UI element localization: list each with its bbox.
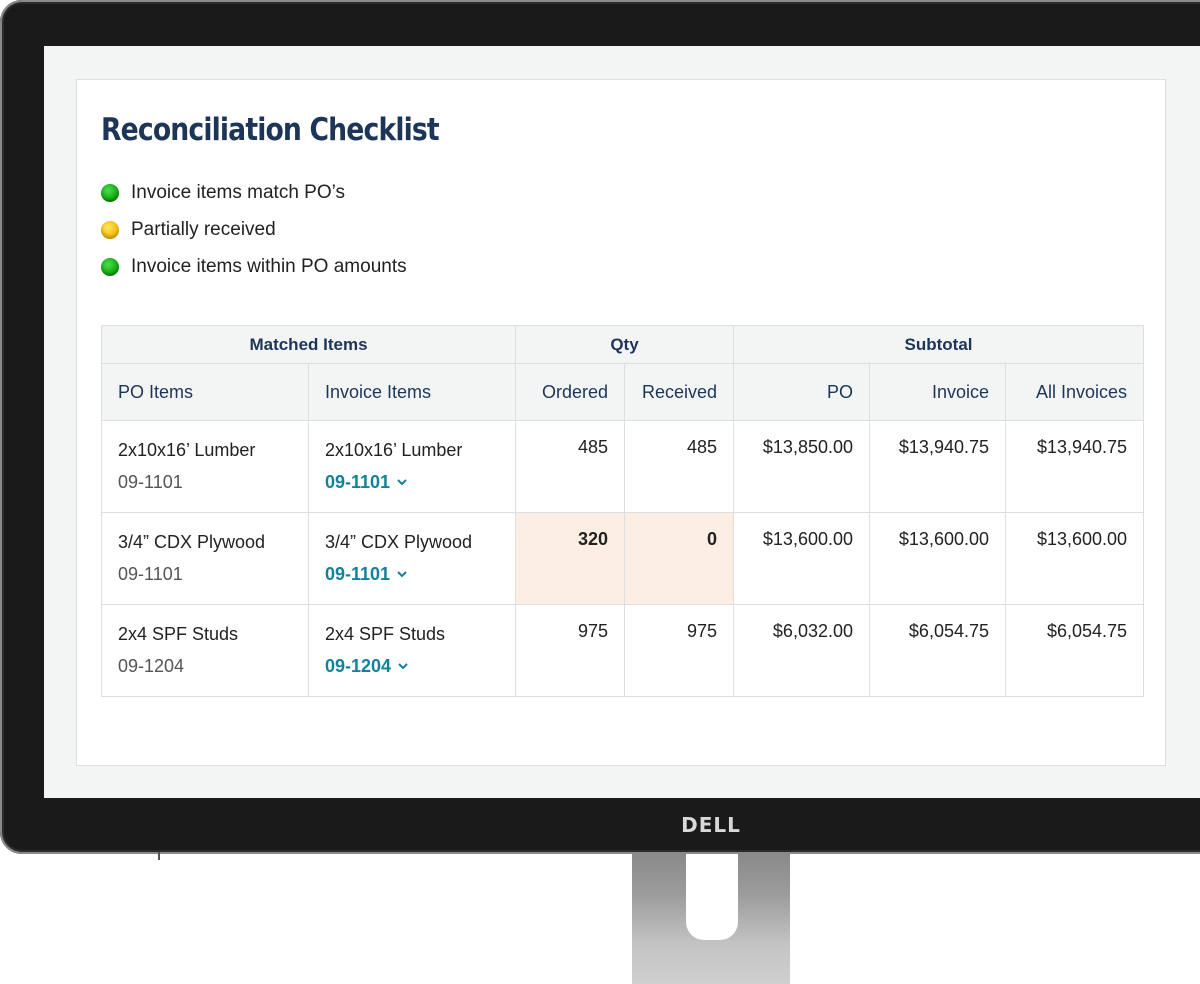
dell-logo: DELL — [681, 813, 741, 837]
ordered-qty-highlighted: 320 — [515, 512, 625, 605]
invoice-item-name: 2x10x16’ Lumber — [325, 440, 463, 460]
invoice-code-label: 09-1101 — [325, 564, 391, 584]
group-header-subtotal: Subtotal — [732, 325, 1145, 364]
po-item-name: 2x10x16’ Lumber — [118, 440, 256, 460]
column-header-po-items: PO Items — [101, 363, 309, 421]
invoice-code-label: 09-1204 — [325, 656, 392, 676]
yellow-status-icon — [101, 220, 119, 239]
group-header-matched-items: Matched Items — [101, 325, 516, 364]
invoice-subtotal: $13,940.75 — [869, 420, 1006, 513]
invoice-code-dropdown[interactable]: 09-1101 — [325, 469, 408, 495]
group-header-qty: Qty — [515, 325, 734, 364]
column-header-ordered: Ordered — [515, 363, 625, 421]
reconciliation-table: Matched Items Qty Subtotal PO Items Invo… — [101, 325, 1145, 697]
received-qty: 485 — [624, 420, 734, 513]
ordered-qty: 975 — [515, 604, 625, 697]
table-row: 2x4 SPF Studs 09-1204 2x4 SPF Studs 09-1… — [101, 604, 1145, 697]
monitor-stand — [632, 854, 790, 984]
reconciliation-card: Reconciliation Checklist Invoice items m… — [76, 79, 1166, 766]
invoice-code-label: 09-1101 — [325, 472, 391, 492]
po-item-cell: 2x4 SPF Studs 09-1204 — [101, 604, 309, 697]
page-title: Reconciliation Checklist — [101, 112, 440, 148]
column-header-po: PO — [733, 363, 870, 421]
checklist-item-label: Invoice items match PO’s — [131, 181, 346, 203]
po-item-name: 3/4” CDX Plywood — [118, 532, 266, 552]
column-header-received: Received — [624, 363, 734, 421]
chevron-down-icon — [398, 663, 408, 670]
all-invoices-subtotal: $13,600.00 — [1004, 512, 1145, 605]
checklist-item-label: Partially received — [131, 218, 276, 240]
column-header-invoice-items: Invoice Items — [308, 363, 516, 421]
invoice-subtotal: $6,054.75 — [869, 604, 1006, 697]
checklist-item: Invoice items within PO amounts — [101, 248, 407, 285]
received-qty: 975 — [624, 604, 734, 697]
po-subtotal: $6,032.00 — [733, 604, 870, 697]
invoice-code-dropdown[interactable]: 09-1204 — [325, 653, 409, 679]
column-header-invoice: Invoice — [869, 363, 1006, 421]
green-status-icon — [101, 257, 119, 276]
stand-shadow — [158, 852, 160, 860]
received-qty-warning: 0 — [624, 512, 734, 605]
po-item-cell: 3/4” CDX Plywood 09-1101 — [101, 512, 309, 605]
invoice-item-name: 3/4” CDX Plywood — [325, 532, 473, 552]
po-item-code: 09-1101 — [118, 472, 183, 492]
po-item-name: 2x4 SPF Studs — [118, 624, 239, 644]
table-row: 3/4” CDX Plywood 09-1101 3/4” CDX Plywoo… — [101, 512, 1145, 605]
po-subtotal: $13,600.00 — [733, 512, 870, 605]
table-row: 2x10x16’ Lumber 09-1101 2x10x16’ Lumber … — [101, 420, 1145, 513]
ordered-qty: 485 — [515, 420, 625, 513]
all-invoices-subtotal: $6,054.75 — [1004, 604, 1145, 697]
invoice-code-dropdown[interactable]: 09-1101 — [325, 561, 408, 587]
invoice-item-cell: 2x4 SPF Studs 09-1204 — [308, 604, 516, 697]
checklist: Invoice items match PO’s Partially recei… — [101, 174, 407, 285]
po-item-cell: 2x10x16’ Lumber 09-1101 — [101, 420, 309, 513]
green-status-icon — [101, 183, 119, 202]
po-subtotal: $13,850.00 — [733, 420, 870, 513]
po-item-code: 09-1204 — [118, 656, 185, 676]
invoice-item-cell: 3/4” CDX Plywood 09-1101 — [308, 512, 516, 605]
all-invoices-subtotal: $13,940.75 — [1004, 420, 1145, 513]
invoice-subtotal: $13,600.00 — [869, 512, 1006, 605]
chevron-down-icon — [397, 479, 407, 486]
po-item-code: 09-1101 — [118, 564, 183, 584]
invoice-item-name: 2x4 SPF Studs — [325, 624, 446, 644]
chevron-down-icon — [397, 571, 407, 578]
invoice-item-cell: 2x10x16’ Lumber 09-1101 — [308, 420, 516, 513]
checklist-item-label: Invoice items within PO amounts — [131, 255, 407, 277]
checklist-item: Invoice items match PO’s — [101, 174, 407, 211]
stand-cable-hole — [686, 854, 738, 940]
column-header-all-invoices: All Invoices — [1004, 363, 1145, 421]
checklist-item: Partially received — [101, 211, 407, 248]
